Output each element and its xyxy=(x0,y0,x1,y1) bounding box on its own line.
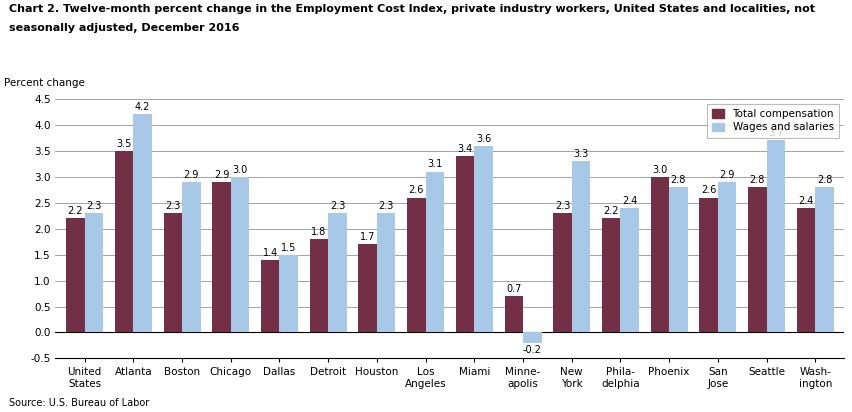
Text: 3.4: 3.4 xyxy=(457,144,472,154)
Bar xyxy=(650,177,668,332)
Text: 3.6: 3.6 xyxy=(475,133,491,143)
Bar xyxy=(231,177,249,332)
Text: 1.5: 1.5 xyxy=(280,243,296,253)
Bar xyxy=(796,208,815,332)
Text: 2.3: 2.3 xyxy=(330,201,345,211)
Bar xyxy=(358,244,377,332)
Text: 2.3: 2.3 xyxy=(554,201,569,211)
Text: -0.2: -0.2 xyxy=(522,345,541,355)
Text: 1.8: 1.8 xyxy=(311,227,326,237)
Text: 3.0: 3.0 xyxy=(652,165,667,175)
Bar xyxy=(181,182,200,332)
Text: 0.7: 0.7 xyxy=(505,284,521,294)
Text: 3.0: 3.0 xyxy=(232,165,247,175)
Bar xyxy=(717,182,735,332)
Bar xyxy=(328,213,346,332)
Text: 2.4: 2.4 xyxy=(797,196,813,206)
Bar xyxy=(309,239,328,332)
Text: 2.2: 2.2 xyxy=(67,206,83,216)
Bar xyxy=(84,213,103,332)
Text: Percent change: Percent change xyxy=(4,79,85,89)
Text: 2.9: 2.9 xyxy=(214,170,229,180)
Bar xyxy=(602,218,619,332)
Text: 3.7: 3.7 xyxy=(767,128,783,138)
Bar xyxy=(504,296,522,332)
Bar xyxy=(455,156,474,332)
Text: seasonally adjusted, December 2016: seasonally adjusted, December 2016 xyxy=(9,23,239,33)
Bar xyxy=(377,213,395,332)
Text: 2.9: 2.9 xyxy=(718,170,734,180)
Text: 2.2: 2.2 xyxy=(602,206,619,216)
Text: 3.1: 3.1 xyxy=(427,159,442,169)
Text: 2.8: 2.8 xyxy=(670,175,685,185)
Text: 4.2: 4.2 xyxy=(135,102,150,112)
Bar xyxy=(115,151,133,332)
Text: 3.5: 3.5 xyxy=(116,139,132,149)
Text: 1.4: 1.4 xyxy=(262,248,278,258)
Legend: Total compensation, Wages and salaries: Total compensation, Wages and salaries xyxy=(705,104,838,138)
Bar xyxy=(766,140,784,332)
Bar xyxy=(66,218,84,332)
Bar xyxy=(212,182,231,332)
Text: 1.7: 1.7 xyxy=(360,232,375,242)
Bar xyxy=(699,197,717,332)
Bar xyxy=(261,260,279,332)
Text: Chart 2. Twelve-month percent change in the Employment Cost Index, private indus: Chart 2. Twelve-month percent change in … xyxy=(9,4,814,14)
Text: Source: U.S. Bureau of Labor: Source: U.S. Bureau of Labor xyxy=(9,398,148,408)
Bar xyxy=(164,213,181,332)
Text: 2.3: 2.3 xyxy=(165,201,181,211)
Text: 2.6: 2.6 xyxy=(700,185,716,195)
Bar xyxy=(406,197,425,332)
Text: 2.8: 2.8 xyxy=(816,175,832,185)
Bar xyxy=(668,187,687,332)
Bar xyxy=(474,145,492,332)
Text: 2.9: 2.9 xyxy=(183,170,199,180)
Bar xyxy=(815,187,832,332)
Text: 2.3: 2.3 xyxy=(378,201,394,211)
Text: 2.8: 2.8 xyxy=(749,175,764,185)
Bar xyxy=(133,115,152,332)
Text: 2.3: 2.3 xyxy=(86,201,101,211)
Bar xyxy=(279,255,297,332)
Bar xyxy=(571,161,590,332)
Bar xyxy=(553,213,571,332)
Bar xyxy=(619,208,638,332)
Bar xyxy=(747,187,766,332)
Text: 3.3: 3.3 xyxy=(573,149,588,159)
Bar xyxy=(425,171,444,332)
Text: 2.4: 2.4 xyxy=(621,196,636,206)
Bar xyxy=(522,332,541,343)
Text: 2.6: 2.6 xyxy=(408,185,423,195)
